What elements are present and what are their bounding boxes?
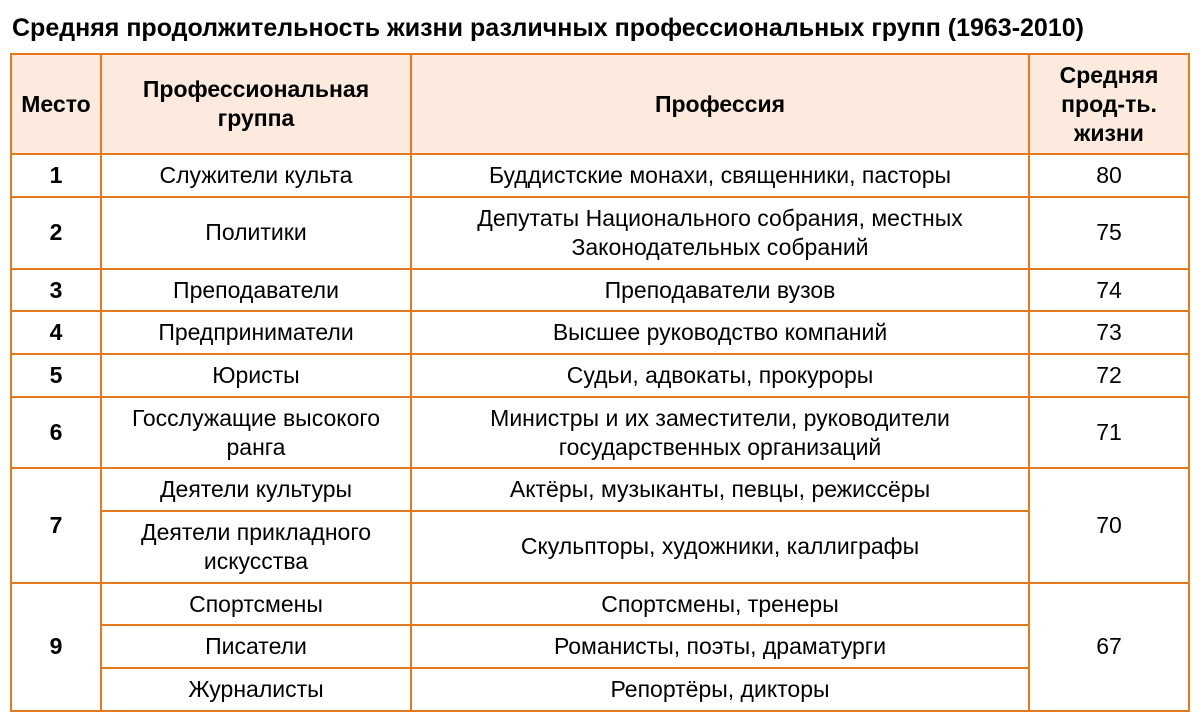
table-row: 2ПолитикиДепутаты Национального собрания… — [11, 197, 1189, 269]
cell-profession: Депутаты Национального собрания, местных… — [411, 197, 1029, 269]
table-title: Средняя продолжительность жизни различны… — [10, 10, 1190, 53]
table-row: Деятели прикладного искусстваСкульпторы,… — [11, 511, 1189, 583]
cell-rank: 6 — [11, 397, 101, 469]
cell-life: 71 — [1029, 397, 1189, 469]
cell-life: 67 — [1029, 583, 1189, 711]
cell-profession: Скульпторы, художники, каллиграфы — [411, 511, 1029, 583]
life-expectancy-table: Средняя продолжительность жизни различны… — [10, 10, 1190, 712]
cell-group: Спортсмены — [101, 583, 411, 626]
cell-profession: Судьи, адвокаты, прокуроры — [411, 354, 1029, 397]
cell-life: 70 — [1029, 468, 1189, 582]
table-row: 5ЮристыСудьи, адвокаты, прокуроры72 — [11, 354, 1189, 397]
cell-life: 74 — [1029, 269, 1189, 312]
table-body: 1Служители культаБуддистские монахи, свя… — [11, 154, 1189, 711]
table-container: Средняя продолжительность жизни различны… — [10, 10, 1190, 712]
cell-life: 73 — [1029, 311, 1189, 354]
col-header-life: Средняя прод-ть. жизни — [1029, 54, 1189, 154]
cell-group: Госслужащие высокого ранга — [101, 397, 411, 469]
cell-profession: Министры и их заместители, руководители … — [411, 397, 1029, 469]
cell-profession: Романисты, поэты, драматурги — [411, 625, 1029, 668]
table-row: 3ПреподавателиПреподаватели вузов74 — [11, 269, 1189, 312]
cell-rank: 9 — [11, 583, 101, 711]
table-row: 9СпортсменыСпортсмены, тренеры67 — [11, 583, 1189, 626]
table-row: 6Госслужащие высокого рангаМинистры и их… — [11, 397, 1189, 469]
cell-group: Преподаватели — [101, 269, 411, 312]
table-row: ПисателиРоманисты, поэты, драматурги — [11, 625, 1189, 668]
col-header-profession: Профессия — [411, 54, 1029, 154]
cell-rank: 7 — [11, 468, 101, 582]
cell-group: Деятели культуры — [101, 468, 411, 511]
cell-group: Деятели прикладного искусства — [101, 511, 411, 583]
cell-group: Юристы — [101, 354, 411, 397]
cell-profession: Актёры, музыканты, певцы, режиссёры — [411, 468, 1029, 511]
cell-group: Писатели — [101, 625, 411, 668]
cell-life: 75 — [1029, 197, 1189, 269]
cell-group: Предприниматели — [101, 311, 411, 354]
cell-rank: 4 — [11, 311, 101, 354]
col-header-group: Профессиональная группа — [101, 54, 411, 154]
cell-profession: Репортёры, дикторы — [411, 668, 1029, 711]
table-header-row: Место Профессиональная группа Профессия … — [11, 54, 1189, 154]
table-row: ЖурналистыРепортёры, дикторы — [11, 668, 1189, 711]
cell-group: Журналисты — [101, 668, 411, 711]
table-row: 1Служители культаБуддистские монахи, свя… — [11, 154, 1189, 197]
cell-profession: Высшее руководство компаний — [411, 311, 1029, 354]
cell-profession: Преподаватели вузов — [411, 269, 1029, 312]
cell-profession: Спортсмены, тренеры — [411, 583, 1029, 626]
table-row: 4ПредпринимателиВысшее руководство компа… — [11, 311, 1189, 354]
cell-rank: 5 — [11, 354, 101, 397]
cell-profession: Буддистские монахи, священники, пасторы — [411, 154, 1029, 197]
col-header-rank: Место — [11, 54, 101, 154]
cell-group: Политики — [101, 197, 411, 269]
table-row: 7Деятели культурыАктёры, музыканты, певц… — [11, 468, 1189, 511]
cell-group: Служители культа — [101, 154, 411, 197]
cell-rank: 3 — [11, 269, 101, 312]
cell-life: 72 — [1029, 354, 1189, 397]
cell-rank: 1 — [11, 154, 101, 197]
cell-rank: 2 — [11, 197, 101, 269]
cell-life: 80 — [1029, 154, 1189, 197]
